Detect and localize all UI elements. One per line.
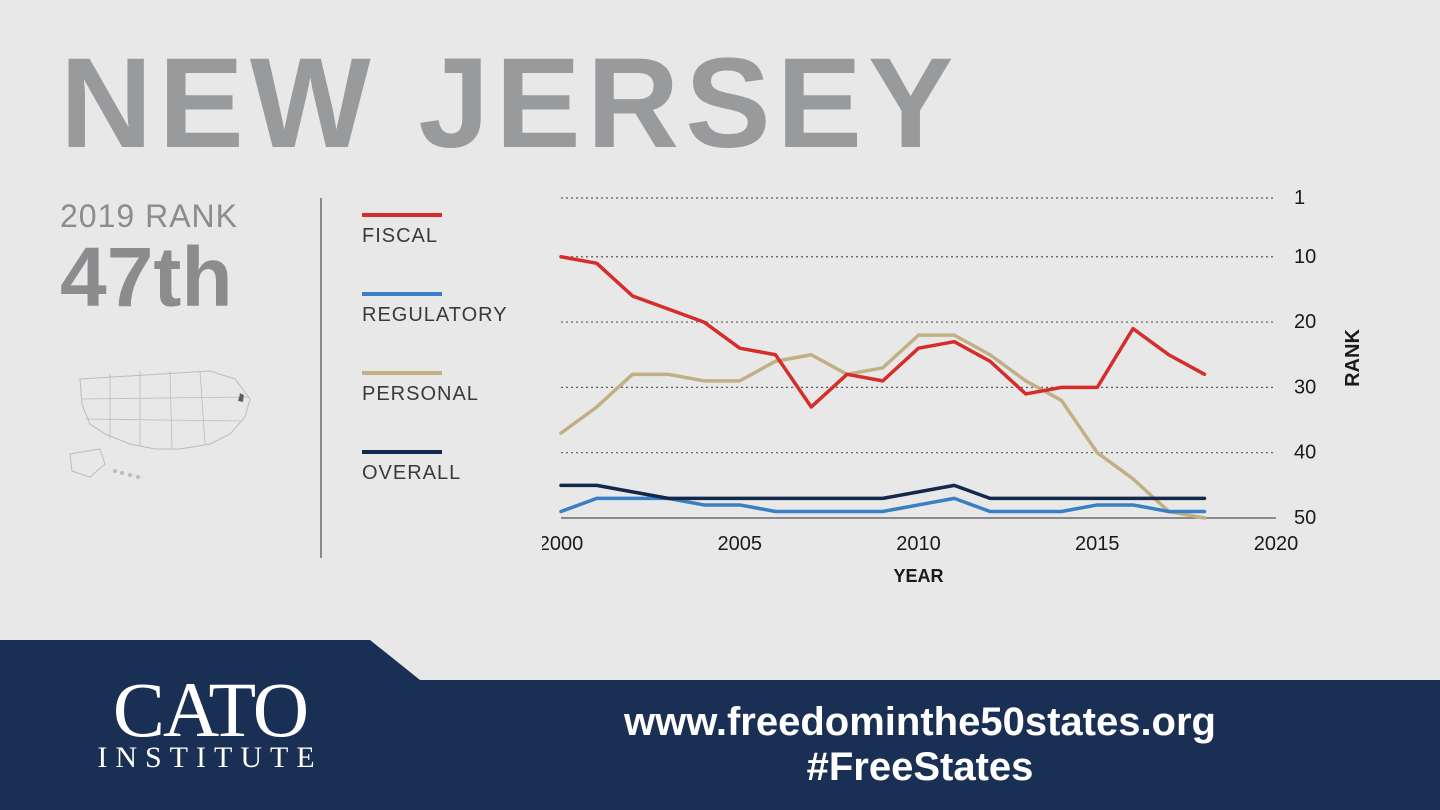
footer-url: www.freedominthe50states.org [624, 700, 1216, 745]
svg-text:10: 10 [1294, 246, 1316, 268]
svg-text:30: 30 [1294, 376, 1316, 398]
cato-logo: CATO INSTITUTE [97, 675, 322, 775]
footer-logo-wrap: CATO INSTITUTE [0, 640, 420, 810]
svg-text:2020: 2020 [1254, 533, 1299, 555]
state-title: NEW JERSEY [60, 40, 1380, 168]
legend-column: FISCAL REGULATORY PERSONAL OVERALL [362, 188, 542, 588]
chart-area: 1 10 20 30 40 50 2000 2005 2010 2015 2020 YEAR RANK [542, 188, 1380, 588]
svg-text:RANK: RANK [1342, 329, 1364, 387]
svg-text:2010: 2010 [896, 533, 941, 555]
legend-label-fiscal: FISCAL [362, 225, 542, 248]
svg-text:2005: 2005 [718, 533, 763, 555]
cato-logo-main: CATO [97, 675, 322, 745]
main-area: NEW JERSEY 2019 RANK 47th FISCAL REGULAT… [0, 0, 1440, 640]
legend-item-overall: OVERALL [362, 450, 542, 485]
legend-swatch-overall [362, 450, 442, 454]
vertical-divider [320, 198, 322, 558]
legend-swatch-personal [362, 371, 442, 375]
rank-value: 47th [60, 235, 320, 319]
legend-swatch-regulatory [362, 292, 442, 296]
svg-text:YEAR: YEAR [893, 566, 943, 586]
svg-text:50: 50 [1294, 507, 1316, 529]
rank-line-chart: 1 10 20 30 40 50 2000 2005 2010 2015 2020 YEAR RANK [542, 188, 1380, 588]
legend-item-regulatory: REGULATORY [362, 292, 542, 327]
footer: CATO INSTITUTE www.freedominthe50states.… [0, 640, 1440, 810]
svg-text:1: 1 [1294, 188, 1305, 209]
svg-text:2015: 2015 [1075, 533, 1120, 555]
content-row: 2019 RANK 47th FISCAL REGULATORY PERSONA… [60, 188, 1380, 588]
svg-text:20: 20 [1294, 311, 1316, 333]
legend-label-personal: PERSONAL [362, 383, 542, 406]
footer-hashtag: #FreeStates [807, 745, 1034, 790]
svg-text:2000: 2000 [542, 533, 583, 555]
svg-text:40: 40 [1294, 442, 1316, 464]
legend-item-fiscal: FISCAL [362, 213, 542, 248]
legend-label-overall: OVERALL [362, 462, 542, 485]
legend-swatch-fiscal [362, 213, 442, 217]
rank-column: 2019 RANK 47th [60, 188, 320, 588]
footer-text: www.freedominthe50states.org #FreeStates [440, 680, 1400, 810]
legend-label-regulatory: REGULATORY [362, 304, 542, 327]
cato-logo-sub: INSTITUTE [97, 741, 322, 775]
legend-item-personal: PERSONAL [362, 371, 542, 406]
us-map-icon [60, 349, 280, 489]
